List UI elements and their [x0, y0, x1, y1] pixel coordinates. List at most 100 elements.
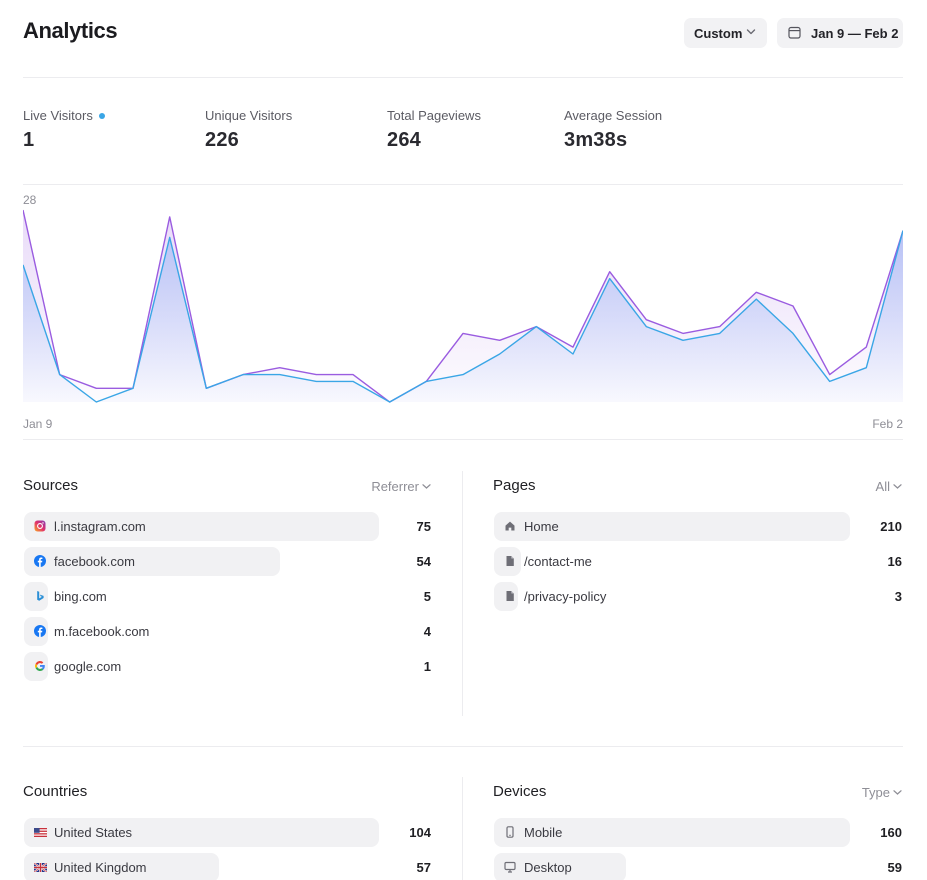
x-axis-start-label: Jan 9 [23, 417, 53, 431]
filter-label: Type [861, 785, 890, 800]
visitors-area [23, 230, 903, 402]
google-icon [33, 659, 47, 673]
list-row[interactable]: google.com 1 [23, 652, 431, 681]
instagram-icon [33, 519, 47, 533]
stat-live-visitors: Live Visitors 1 [23, 108, 105, 152]
traffic-chart[interactable]: 28 Jan 9 Feb 2 [23, 186, 903, 440]
list-row[interactable]: Desktop 59 [493, 853, 902, 880]
filter-label: All [875, 479, 890, 494]
row-value: 160 [880, 825, 902, 840]
chevron-down-icon [893, 790, 902, 795]
row-value: 5 [423, 589, 431, 604]
row-share-bar [24, 582, 48, 611]
row-share-bar [24, 547, 280, 576]
list-row[interactable]: Mobile 160 [493, 818, 902, 847]
row-value: 75 [416, 519, 431, 534]
list-row[interactable]: bing.com 5 [23, 582, 431, 611]
stat-label: Average Session [564, 108, 663, 123]
bing-icon [33, 589, 47, 603]
visitors-line [23, 230, 903, 403]
stat-average-session: Average Session 3m38s [564, 108, 662, 152]
row-label: /contact-me [524, 554, 592, 569]
desktop-icon [503, 860, 517, 874]
y-axis-max-label: 28 [23, 193, 37, 207]
home-icon [503, 519, 517, 533]
chevron-down-icon [746, 29, 756, 35]
x-axis-end-label: Feb 2 [872, 417, 903, 431]
facebook-icon [33, 554, 47, 568]
range-select-label: Custom [694, 25, 743, 41]
panel-title: Sources [23, 477, 79, 494]
stats-row: Live Visitors 1 Unique Visitors 226 Tota… [23, 78, 903, 185]
range-select[interactable]: Custom [684, 18, 767, 48]
row-value: 4 [423, 624, 431, 639]
list-row[interactable]: /contact-me 16 [493, 547, 902, 576]
countries-panel: Countries United States 104 United Kingdom… [23, 783, 431, 880]
referrer-filter[interactable]: Referrer [371, 479, 431, 494]
row-share-bar [24, 512, 379, 541]
row-value: 57 [416, 860, 431, 875]
divider [462, 471, 463, 716]
page-title: Analytics [23, 18, 118, 43]
row-share-bar [24, 818, 379, 847]
row-value: 1 [423, 659, 431, 674]
row-value: 16 [887, 554, 902, 569]
chevron-down-icon [422, 484, 431, 489]
file-icon [503, 589, 517, 603]
panel-title: Devices [493, 783, 547, 800]
row-share-bar [494, 512, 850, 541]
row-label: l.instagram.com [54, 519, 146, 534]
stat-label: Unique Visitors [205, 108, 293, 123]
filter-label: Referrer [371, 479, 419, 494]
row-label: m.facebook.com [54, 624, 150, 639]
traffic-chart-svg [23, 209, 903, 403]
stat-total-pageviews: Total Pageviews 264 [387, 108, 481, 152]
us-flag-icon [33, 825, 47, 839]
device-type-filter[interactable]: Type [862, 785, 902, 800]
stat-unique-visitors: Unique Visitors 226 [205, 108, 292, 152]
row-label: bing.com [54, 589, 107, 604]
date-range-button[interactable]: Jan 9 — Feb 2 [777, 18, 903, 48]
row-share-bar [494, 853, 626, 880]
row-label: google.com [54, 659, 122, 674]
row-label: United Kingdom [54, 860, 147, 875]
devices-panel: Devices Type Mobile 160 Desktop 59 [493, 783, 902, 880]
header: Analytics Custom Jan 9 — Feb 2 [23, 0, 903, 78]
row-label: Home [524, 519, 559, 534]
row-value: 54 [416, 554, 431, 569]
file-icon [503, 554, 517, 568]
chevron-down-icon [893, 484, 902, 489]
uk-flag-icon [33, 860, 47, 874]
list-row[interactable]: United States 104 [23, 818, 431, 847]
date-range-label: Jan 9 — Feb 2 [811, 25, 899, 41]
row-label: Mobile [524, 825, 563, 840]
pageviews-line [23, 209, 903, 403]
mobile-icon [503, 825, 517, 839]
calendar-icon [788, 26, 801, 39]
row-share-bar [494, 582, 518, 611]
panel-title: Countries [23, 783, 88, 800]
stat-label: Total Pageviews [387, 108, 481, 123]
row-share-bar [24, 853, 220, 880]
list-row[interactable]: m.facebook.com 4 [23, 617, 431, 646]
row-value: 3 [894, 589, 902, 604]
list-row[interactable]: facebook.com 54 [23, 547, 431, 576]
row-label: /privacy-policy [524, 589, 607, 604]
list-row[interactable]: Home 210 [493, 512, 902, 541]
row-label: facebook.com [54, 554, 135, 569]
row-share-bar [494, 818, 850, 847]
list-row[interactable]: /privacy-policy 3 [493, 582, 902, 611]
list-row[interactable]: United Kingdom 57 [23, 853, 431, 880]
row-value: 210 [880, 519, 902, 534]
pages-panel: Pages All Home 210/contact-me 16/privacy-p… [493, 477, 902, 687]
facebook-icon [33, 624, 47, 638]
row-value: 59 [887, 860, 902, 875]
pages-filter[interactable]: All [876, 479, 902, 494]
sources-panel: Sources Referrer l.instagram.com 75 facebo… [23, 477, 431, 687]
list-row[interactable]: l.instagram.com 75 [23, 512, 431, 541]
divider [462, 777, 463, 880]
stat-label: Live Visitors [23, 108, 93, 123]
divider [23, 746, 903, 747]
stat-value: 264 [387, 129, 421, 151]
row-value: 104 [409, 825, 431, 840]
